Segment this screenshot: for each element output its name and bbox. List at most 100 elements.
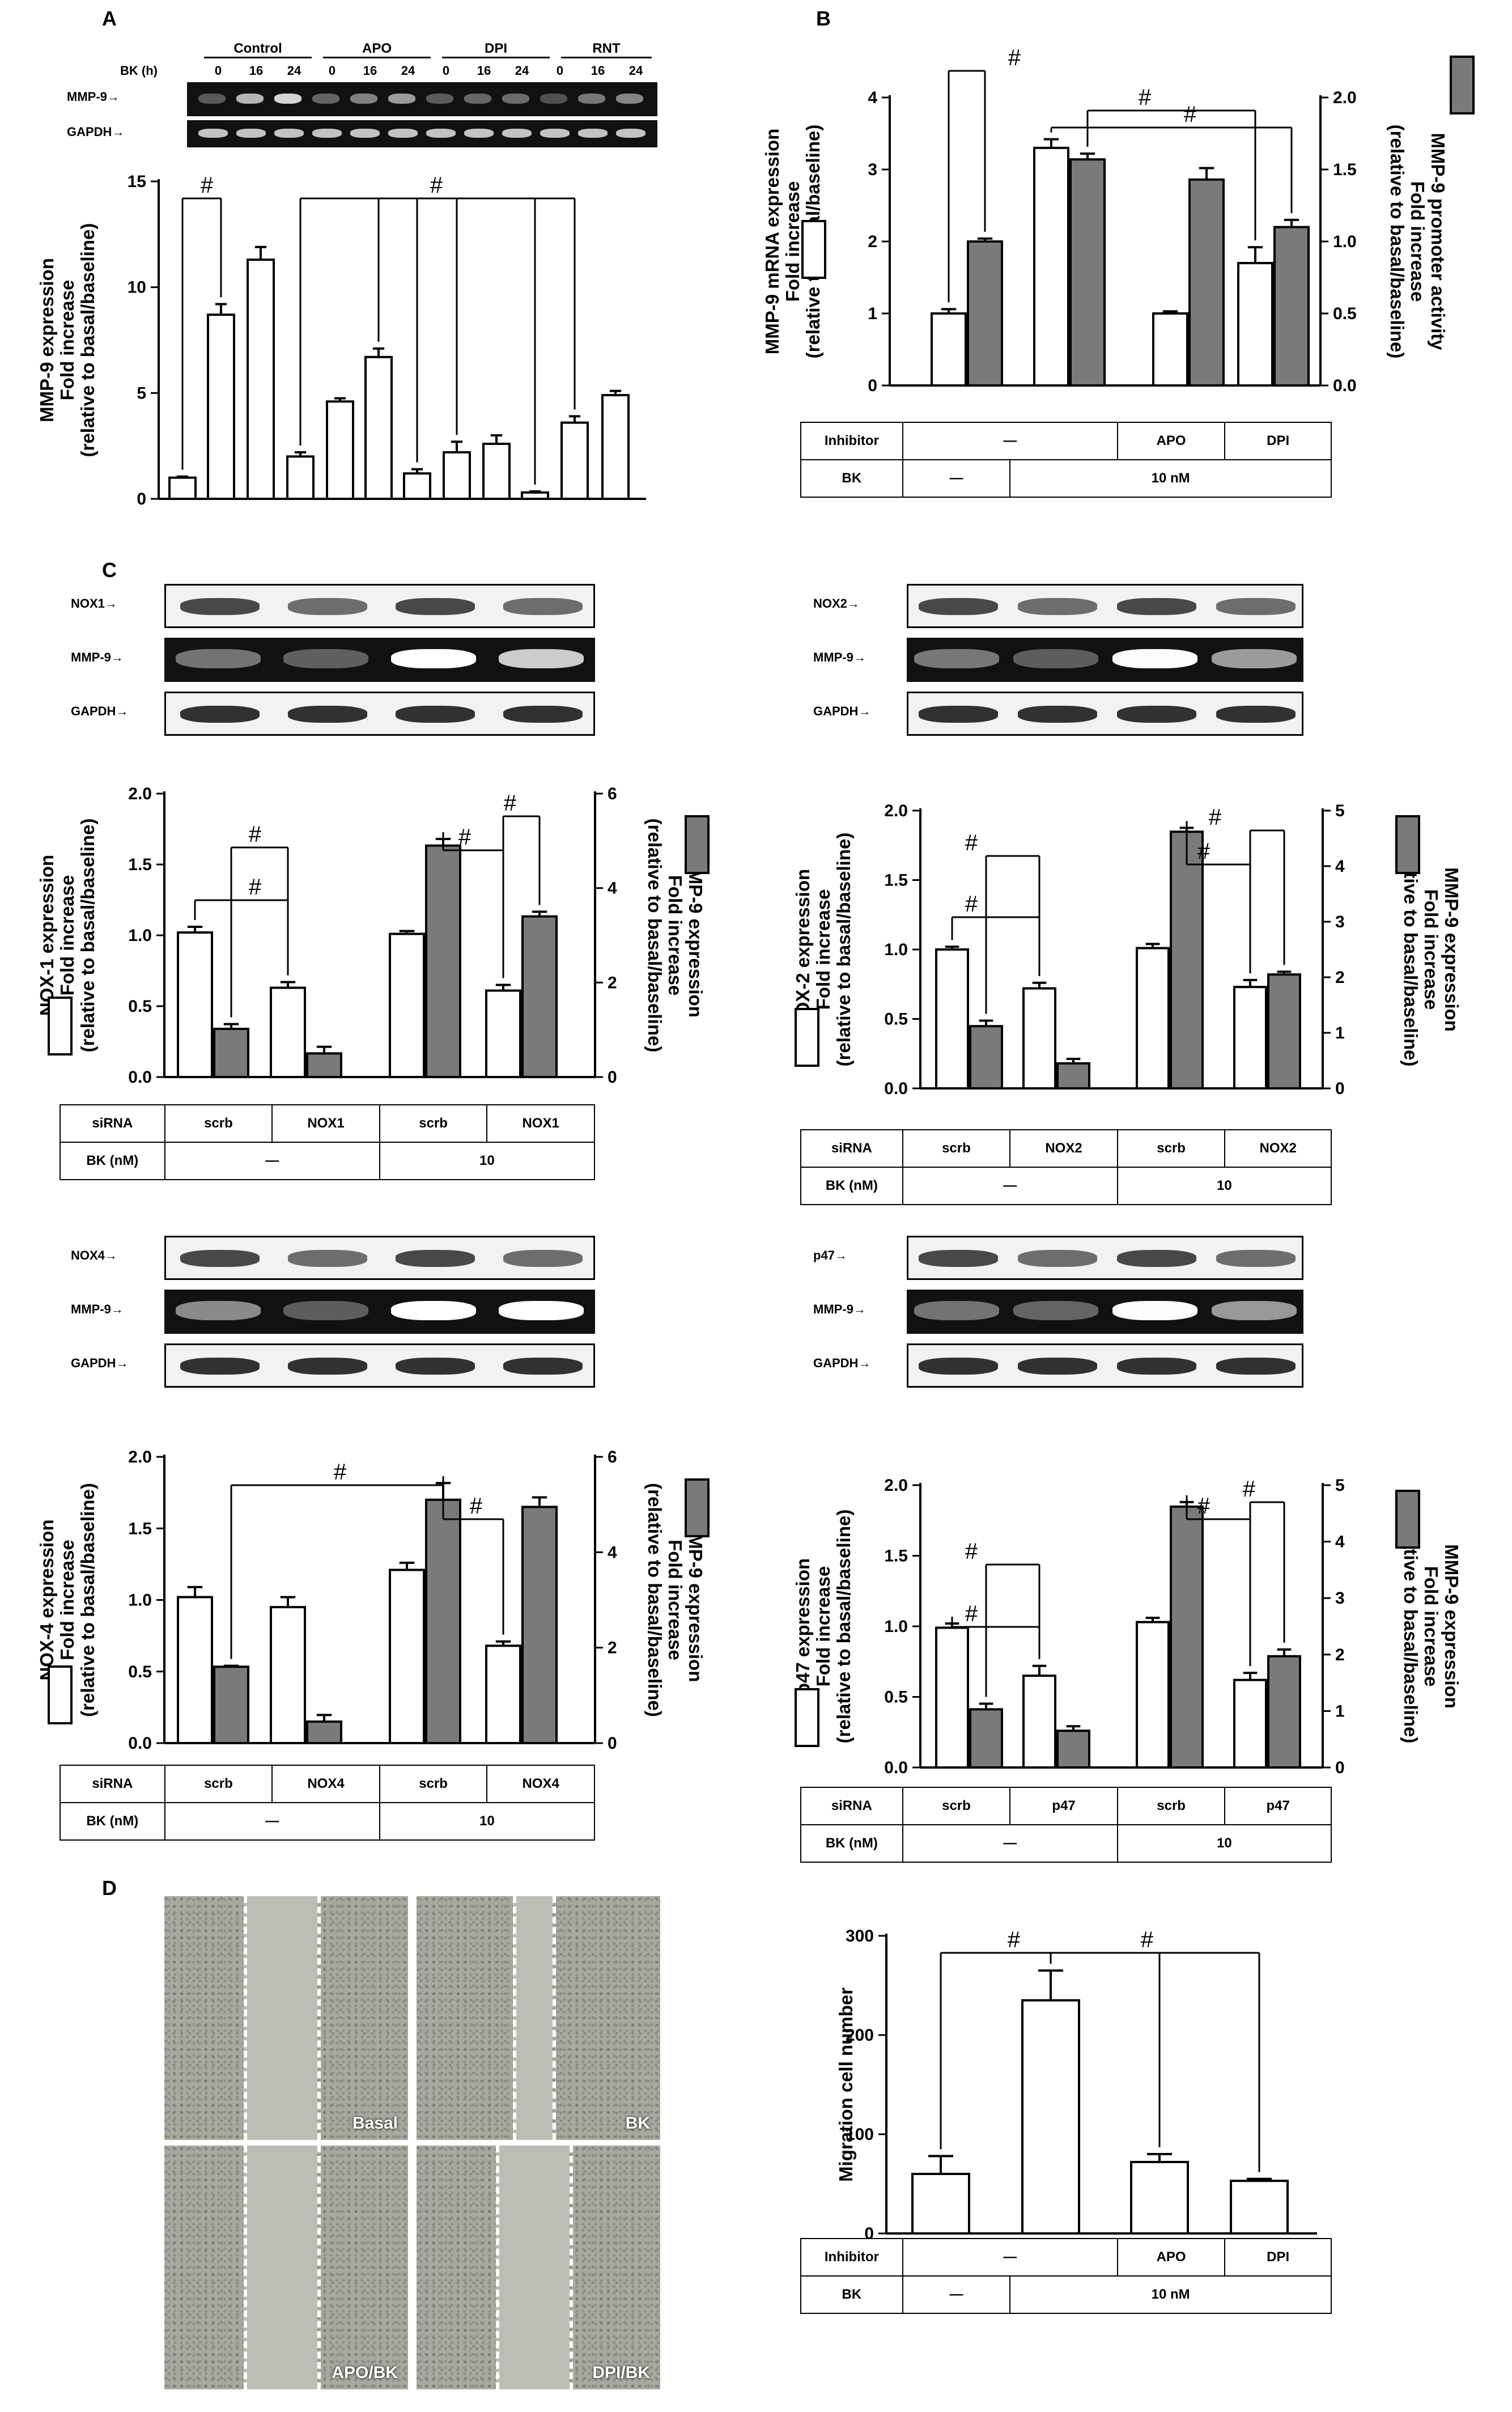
y-axis-label-left: MMP-9 expression Fold increase (relative t… xyxy=(36,223,98,457)
bar xyxy=(560,421,589,500)
bar xyxy=(1188,178,1225,387)
bar xyxy=(443,451,471,500)
significance-mark: # xyxy=(1197,1494,1211,1519)
table-cell: scrb xyxy=(1116,1129,1226,1168)
gel-band xyxy=(180,1358,260,1375)
blot-row-label: MMP-9→ xyxy=(813,1302,866,1316)
y-tick-label-right: 3 xyxy=(1335,913,1345,931)
bar xyxy=(270,1606,306,1744)
gel-band xyxy=(540,129,570,138)
y-tick-label-right: 0 xyxy=(1335,1758,1345,1777)
bar xyxy=(1273,226,1310,387)
table-cell: 10 xyxy=(1116,1167,1332,1205)
blot-time-label: 16 xyxy=(249,63,264,78)
gel-band xyxy=(426,129,456,138)
y-axis-label-left: NOX-2 expression Fold increase (relative t… xyxy=(792,833,854,1067)
y-tick-label-left: 2.0 xyxy=(128,1448,152,1466)
gel-band xyxy=(391,1301,476,1320)
blot-time-label: 16 xyxy=(363,63,377,78)
table-cell: NOX2 xyxy=(1009,1129,1118,1168)
y-tick-label-right: 4 xyxy=(608,1543,617,1562)
y-tick-label-right: 4 xyxy=(1335,1533,1345,1552)
table-cell: — xyxy=(902,2238,1118,2277)
blot-row-label: GAPDH→ xyxy=(71,704,129,718)
gel-band xyxy=(236,94,264,104)
y-axis-label-right-line: Fold increase xyxy=(665,875,686,996)
y-axis-label-left: p47 expression Fold increase (relative to … xyxy=(792,1510,854,1744)
gel-band xyxy=(396,598,475,615)
table-cell: DPI xyxy=(1224,2238,1332,2277)
legend-swatch-gray xyxy=(685,815,710,874)
legend-swatch-open xyxy=(795,1688,819,1747)
legend-swatch-open xyxy=(801,220,826,279)
table-row-treatment: Inhibitor — APO DPI xyxy=(800,2238,1332,2277)
bar xyxy=(1130,2161,1189,2235)
condition-table-b: Inhibitor — APO DPI BK —10 nM xyxy=(800,422,1332,498)
wound-boundary-line xyxy=(317,1896,321,2140)
bar xyxy=(1233,1678,1267,1769)
table-cell: NOX1 xyxy=(271,1104,380,1143)
gel-band xyxy=(396,1358,475,1375)
gel-row xyxy=(164,584,595,628)
y-tick-label-left: 1.0 xyxy=(884,940,908,959)
panel-label-c: C xyxy=(102,558,117,582)
gel-band xyxy=(1017,1358,1097,1375)
bar xyxy=(1170,830,1204,1090)
bar xyxy=(1170,1505,1204,1769)
wound-boundary-line xyxy=(496,2146,499,2389)
gel-row xyxy=(907,1236,1303,1280)
gel-band xyxy=(283,649,368,668)
significance-mark: # xyxy=(1008,1927,1021,1952)
y-axis-label-left-line: Fold increase xyxy=(813,889,834,1010)
blot-row-label: GAPDH→ xyxy=(813,1356,871,1370)
bar xyxy=(1021,1999,1080,2235)
bar xyxy=(177,931,213,1078)
y-axis-label-left-line: (relative to basal/baseline) xyxy=(833,1510,854,1744)
y-tick-label-left: 5 xyxy=(137,384,146,402)
condition-table-d: Inhibitor — APO DPI BK —10 nM xyxy=(800,2238,1332,2314)
gel-band xyxy=(1013,649,1098,668)
bar xyxy=(967,240,1003,387)
significance-mark: # xyxy=(1197,839,1211,864)
y-tick-label-left: 0 xyxy=(864,2224,874,2239)
bar xyxy=(207,313,235,500)
blot-time-label: 0 xyxy=(328,63,336,78)
gel-band xyxy=(312,94,339,104)
table-cell: — xyxy=(164,1802,380,1841)
table-cell: — xyxy=(902,1167,1118,1205)
y-tick-label-left: 0.5 xyxy=(884,1688,908,1707)
blot-time-label: 0 xyxy=(214,63,222,78)
legend-swatch-open xyxy=(48,997,73,1055)
bar xyxy=(389,1569,425,1744)
gel-band xyxy=(1017,598,1097,615)
wound-boundary-line xyxy=(317,2146,321,2389)
bk-time-label: BK (h) xyxy=(120,63,158,78)
gel-row xyxy=(907,1343,1303,1388)
table-cell: NOX4 xyxy=(486,1765,595,1803)
bar xyxy=(521,1506,558,1744)
blot-row-label: GAPDH→ xyxy=(813,704,871,718)
y-tick-label-left: 1.0 xyxy=(884,1617,908,1636)
y-tick-label-left: 3 xyxy=(868,160,877,179)
gel-band xyxy=(396,1250,475,1267)
condition-table-c-nox1: siRNA scrb NOX1 scrb NOX1 BK (nM) —10 xyxy=(60,1104,596,1180)
y-tick-label-left: 10 xyxy=(128,278,146,297)
y-tick-label-left: 15 xyxy=(128,172,146,191)
y-axis-label-right-line: MMP-9 promoter activity xyxy=(1428,133,1449,350)
gel-band xyxy=(176,649,261,668)
bar xyxy=(1136,947,1170,1090)
gel-band xyxy=(578,94,605,104)
blot-time-label: 16 xyxy=(591,63,605,78)
micrograph-tile: BK xyxy=(417,1896,660,2140)
gel-band xyxy=(288,1358,367,1375)
gel-band xyxy=(176,1301,261,1320)
y-axis-label-right-line: Fold increase xyxy=(1421,1566,1442,1687)
gel-band xyxy=(464,129,494,138)
bar xyxy=(485,989,521,1078)
y-tick-label-left: 0.0 xyxy=(884,1079,908,1098)
table-row-treatment: siRNA scrb NOX4 scrb NOX4 xyxy=(60,1765,595,1803)
y-tick-label-right: 1.5 xyxy=(1333,160,1357,179)
y-tick-label-right: 0 xyxy=(1335,1079,1345,1098)
gel-band xyxy=(503,706,583,723)
